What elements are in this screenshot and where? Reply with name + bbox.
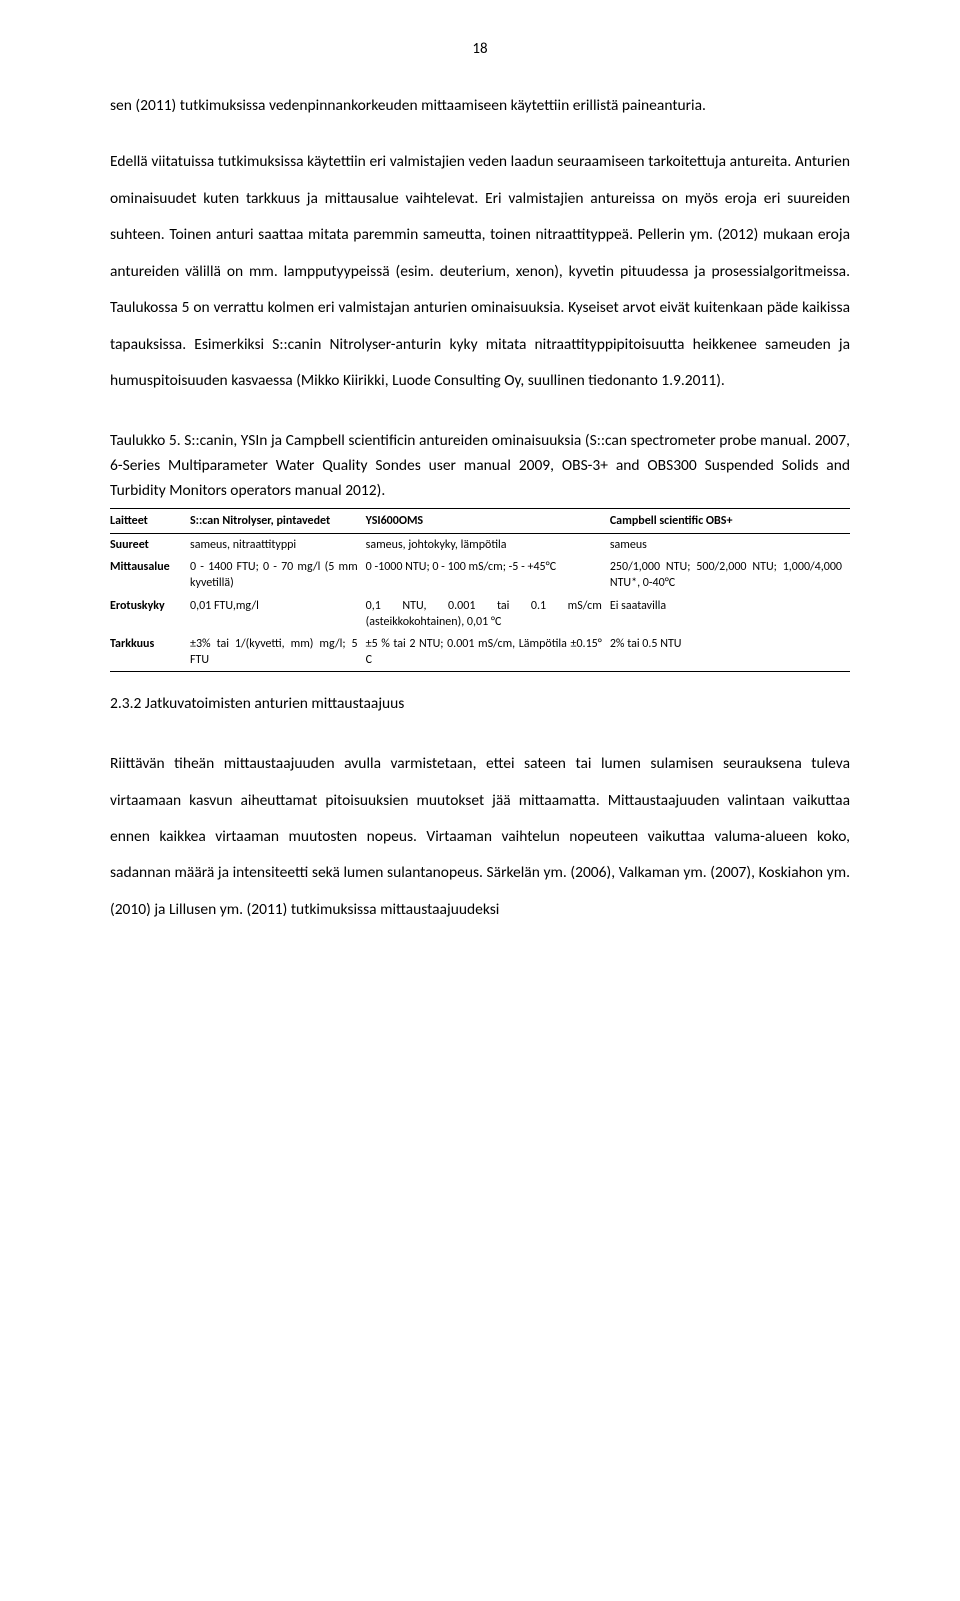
cell: Ei saatavilla (610, 595, 850, 633)
table-header-campbell: Campbell scientific OBS+ (610, 508, 850, 533)
row-label-tarkkuus: Tarkkuus (110, 633, 190, 672)
cell: 0 - 1400 FTU; 0 - 70 mg/l (5 mm kyvetill… (190, 556, 366, 594)
cell: 0,01 FTU,mg/l (190, 595, 366, 633)
cell: sameus, nitraattityppi (190, 533, 366, 556)
row-label-mittausalue: Mittausalue (110, 556, 190, 594)
cell: ±5 % tai 2 NTU; 0.001 mS/cm, Lämpötila ±… (366, 633, 610, 672)
table-header-ysi: YSI600OMS (366, 508, 610, 533)
sensor-spec-table: Laitteet S::can Nitrolyser, pintavedet Y… (110, 508, 850, 673)
table-header-laitteet: Laitteet (110, 508, 190, 533)
cell: 0 -1000 NTU; 0 - 100 mS/cm; -5 - +45°C (366, 556, 610, 594)
page-number: 18 (110, 40, 850, 58)
cell: 0,1 NTU, 0.001 tai 0.1 mS/cm (asteikkoko… (366, 595, 610, 633)
table-header-scan: S::can Nitrolyser, pintavedet (190, 508, 366, 533)
document-page: 18 sen (2011) tutkimuksissa vedenpinnank… (0, 0, 960, 1008)
table-caption: Taulukko 5. S::canin, YSIn ja Campbell s… (110, 429, 850, 503)
table-row: Suureet sameus, nitraattityppi sameus, j… (110, 533, 850, 556)
paragraph-2: Edellä viitatuissa tutkimuksissa käytett… (110, 144, 850, 399)
cell: 250/1,000 NTU; 500/2,000 NTU; 1,000/4,00… (610, 556, 850, 594)
paragraph-1: sen (2011) tutkimuksissa vedenpinnankork… (110, 88, 850, 124)
paragraph-3: Riittävän tiheän mittaustaajuuden avulla… (110, 746, 850, 928)
table-header-row: Laitteet S::can Nitrolyser, pintavedet Y… (110, 508, 850, 533)
table-row: Tarkkuus ±3% tai 1/(kyvetti, mm) mg/l; 5… (110, 633, 850, 672)
cell: 2% tai 0.5 NTU (610, 633, 850, 672)
cell: sameus (610, 533, 850, 556)
table-row: Mittausalue 0 - 1400 FTU; 0 - 70 mg/l (5… (110, 556, 850, 594)
cell: sameus, johtokyky, lämpötila (366, 533, 610, 556)
table-row: Erotuskyky 0,01 FTU,mg/l 0,1 NTU, 0.001 … (110, 595, 850, 633)
row-label-suureet: Suureet (110, 533, 190, 556)
section-heading: 2.3.2 Jatkuvatoimisten anturien mittaust… (110, 690, 850, 718)
cell: ±3% tai 1/(kyvetti, mm) mg/l; 5 FTU (190, 633, 366, 672)
row-label-erotuskyky: Erotuskyky (110, 595, 190, 633)
